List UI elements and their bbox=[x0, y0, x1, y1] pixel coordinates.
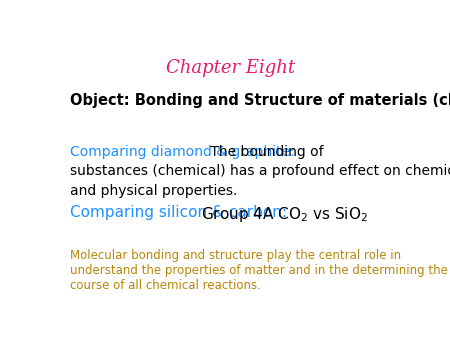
Text: The bounding of: The bounding of bbox=[206, 145, 323, 159]
Text: Molecular bonding and structure play the central role in
understand the properti: Molecular bonding and structure play the… bbox=[70, 249, 448, 292]
Text: Object: Bonding and Structure of materials (chemicals): Object: Bonding and Structure of materia… bbox=[70, 93, 450, 107]
Text: Group 4A CO$_2$ vs SiO$_2$: Group 4A CO$_2$ vs SiO$_2$ bbox=[201, 204, 368, 223]
Text: Comparing diamond & graphite:: Comparing diamond & graphite: bbox=[70, 145, 295, 159]
Text: Chapter Eight: Chapter Eight bbox=[166, 59, 295, 77]
Text: substances (chemical) has a profound effect on chemical: substances (chemical) has a profound eff… bbox=[70, 164, 450, 178]
Text: and physical properties.: and physical properties. bbox=[70, 184, 238, 198]
Text: Comparing silicon & carbon:: Comparing silicon & carbon: bbox=[70, 204, 287, 219]
